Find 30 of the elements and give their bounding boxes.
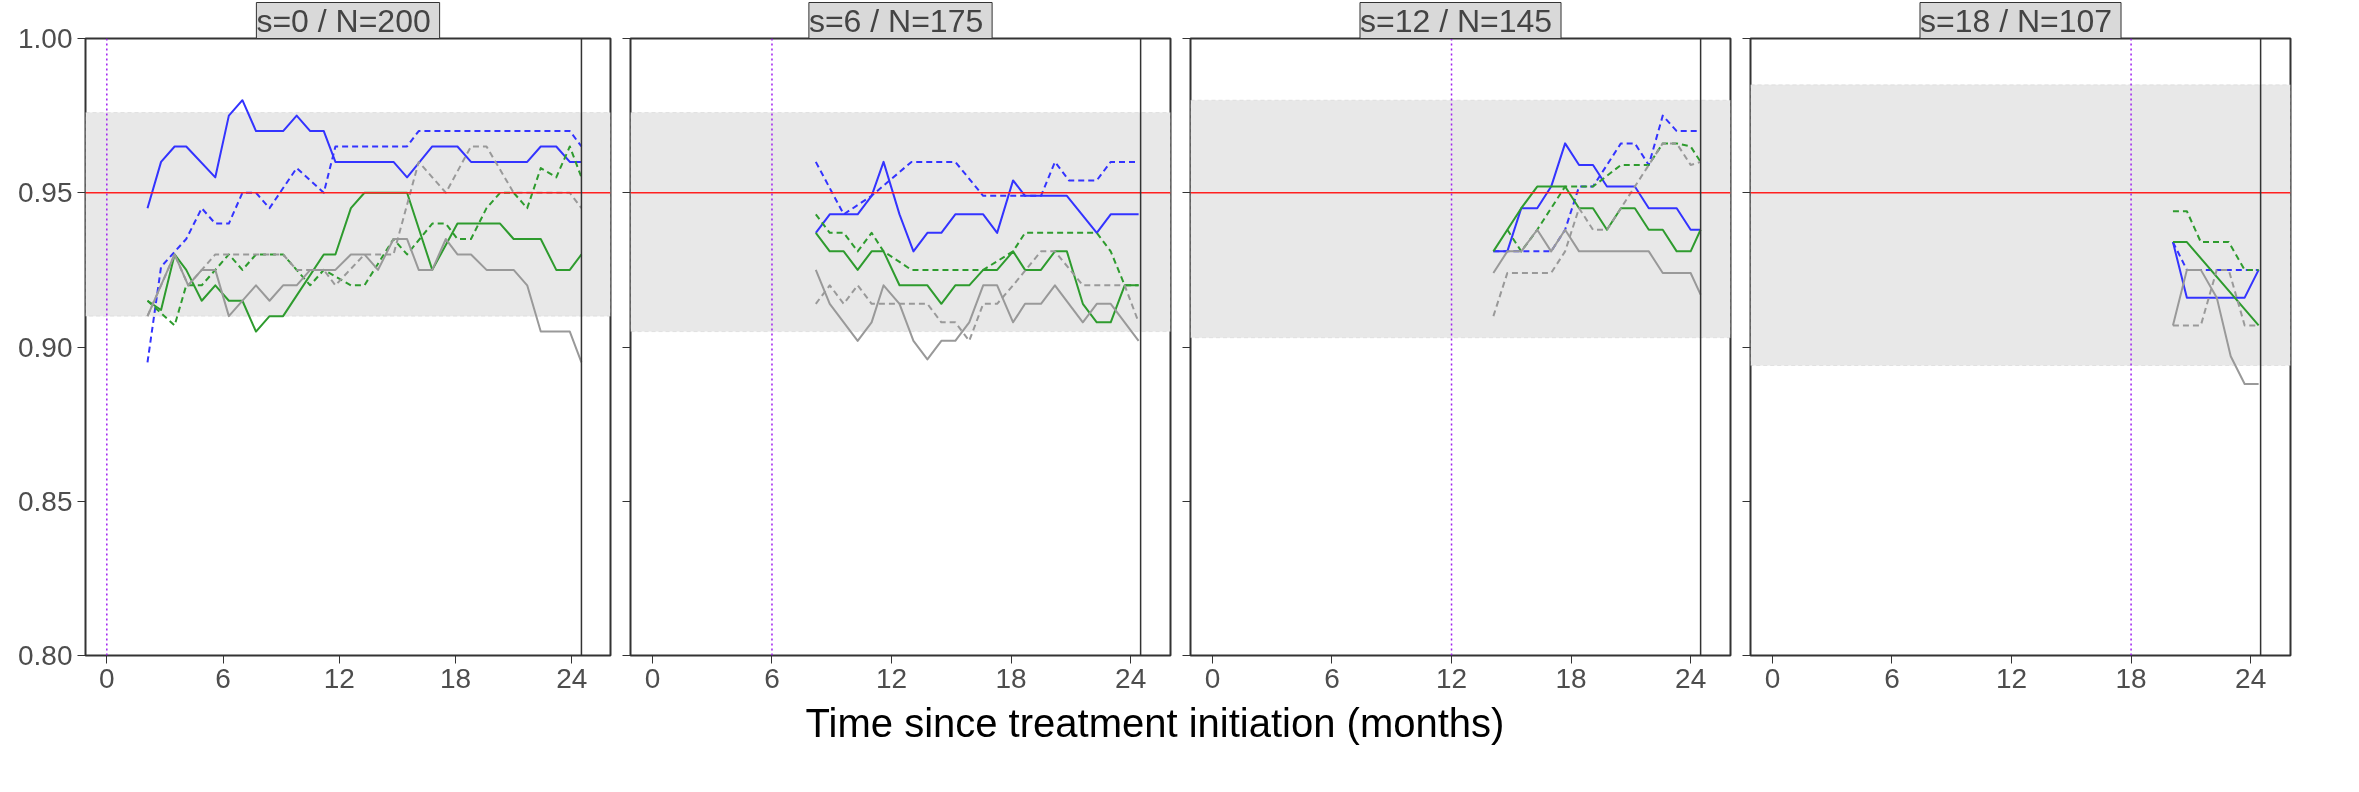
x-tick-label: 24 xyxy=(2235,662,2267,694)
x-tick-label: 6 xyxy=(215,662,231,694)
x-tick-label: 6 xyxy=(1884,662,1900,694)
x-tick-label: 0 xyxy=(1764,662,1781,694)
chart-title: s=6 / N=175 xyxy=(808,2,984,39)
x-tick-label: 12 xyxy=(875,662,908,694)
x-tick-label: 18 xyxy=(995,662,1027,694)
x-tick-label: 18 xyxy=(1555,662,1587,694)
x-tick-label: 0 xyxy=(644,662,661,694)
x-tick-label: 6 xyxy=(764,662,780,694)
y-tick-label: 0.85 xyxy=(18,485,73,517)
x-tick-label: 18 xyxy=(2115,662,2147,694)
chart-title: s=18 / N=107 xyxy=(1919,2,2113,39)
x-tick-label: 6 xyxy=(1324,662,1340,694)
y-tick-label: 0.90 xyxy=(18,331,73,363)
x-tick-label: 24 xyxy=(1675,662,1707,694)
y-tick-label: 0.80 xyxy=(18,640,73,671)
chart-title: s=0 / N=200 xyxy=(256,2,431,39)
x-tick-label: 12 xyxy=(1995,662,2028,694)
x-tick-label: 24 xyxy=(1115,662,1147,694)
x-tick-label: 12 xyxy=(1435,662,1468,694)
chart-title: s=12 / N=145 xyxy=(1359,2,1553,39)
y-tick-label: 0.95 xyxy=(18,177,73,209)
x-tick-label: 0 xyxy=(1204,662,1221,694)
x-tick-label: 24 xyxy=(556,662,588,694)
y-tick-label: 1.00 xyxy=(18,23,73,54)
x-tick-label: 0 xyxy=(99,662,115,694)
x-tick-label: 12 xyxy=(323,662,355,694)
x-tick-label: 18 xyxy=(439,662,472,694)
x-axis-title: Time since treatment initiation (months) xyxy=(805,700,1505,747)
